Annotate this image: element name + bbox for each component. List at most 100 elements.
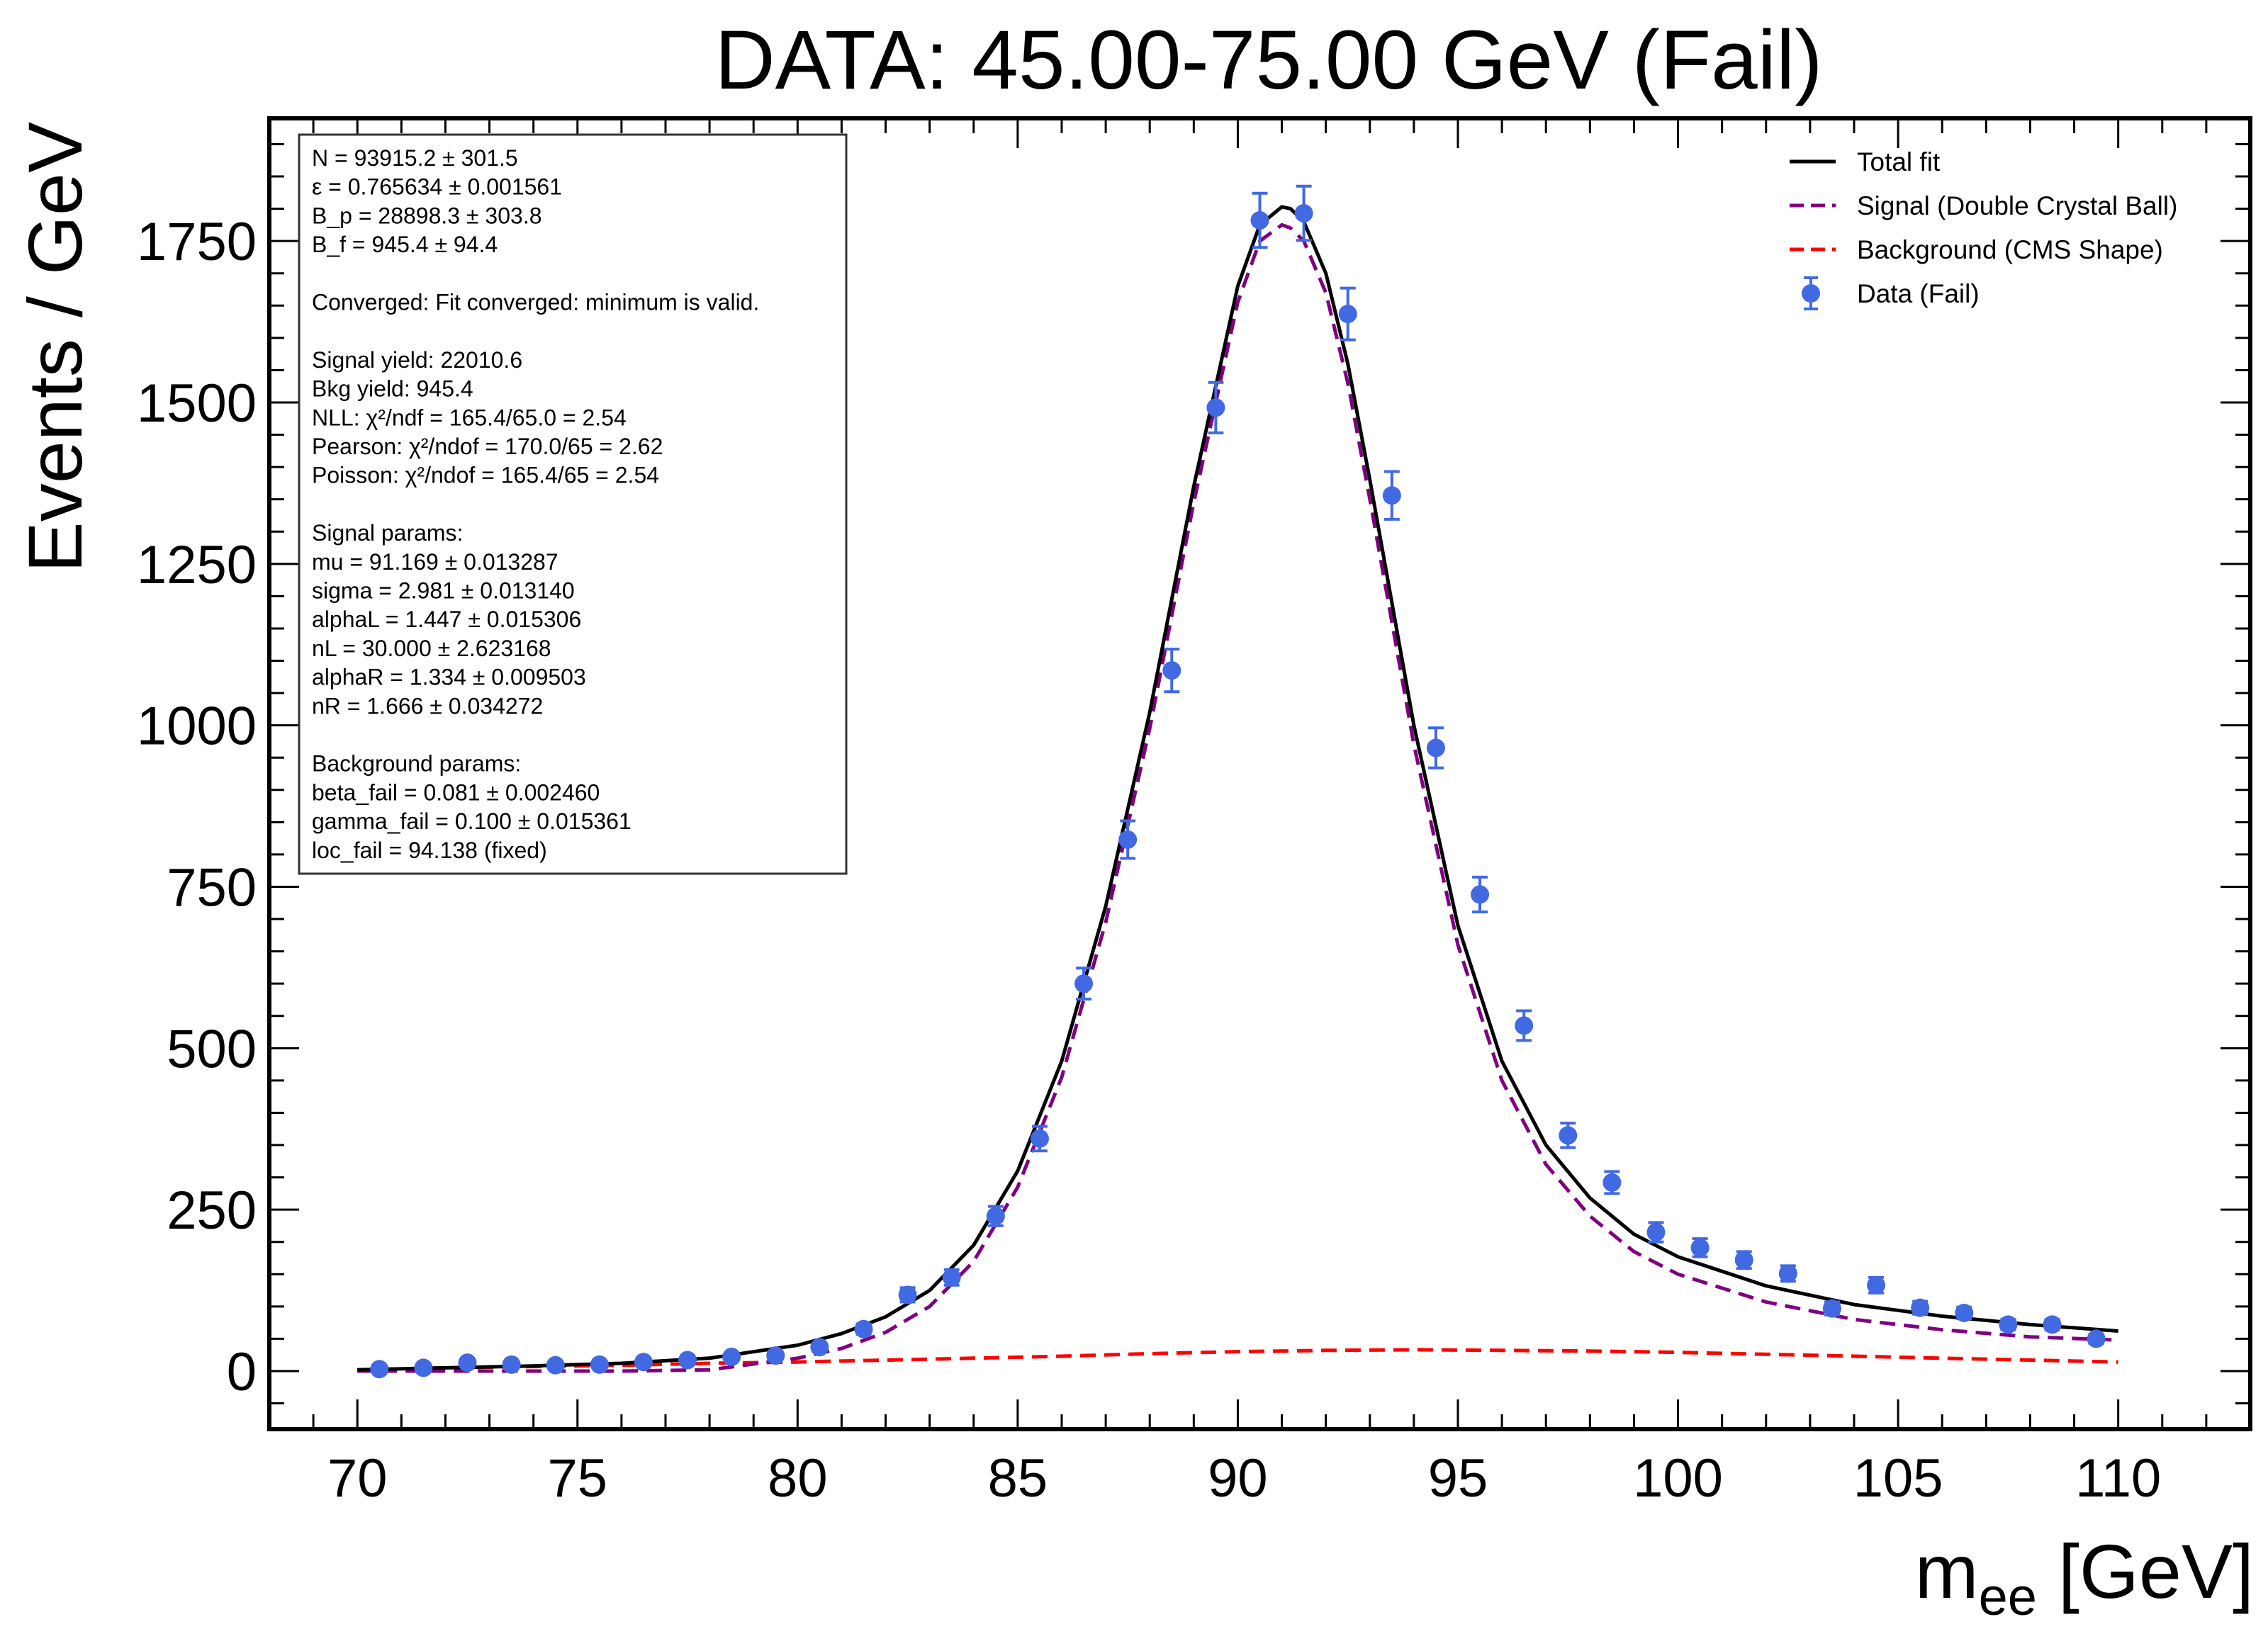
y-tick-label: 1000 xyxy=(137,697,257,757)
data-point xyxy=(1778,1264,1797,1283)
data-point xyxy=(634,1353,653,1372)
data-point xyxy=(1030,1124,1049,1153)
data-marker xyxy=(590,1355,609,1374)
legend-item: Data (Fail) xyxy=(1802,276,1980,310)
chart-title: DATA: 45.00-75.00 GeV (Fail) xyxy=(714,13,1822,107)
stats-line: Background params: xyxy=(312,751,521,777)
data-point xyxy=(1250,191,1269,249)
data-marker xyxy=(1911,1298,1930,1317)
data-marker xyxy=(1955,1303,1974,1322)
x-tick-label: 110 xyxy=(2075,1448,2161,1509)
data-marker xyxy=(1822,1299,1841,1318)
data-marker xyxy=(2087,1329,2106,1348)
data-point xyxy=(854,1319,873,1338)
stats-line: Signal yield: 22010.6 xyxy=(312,347,522,373)
y-tick-label: 250 xyxy=(167,1180,257,1241)
data-point xyxy=(1294,184,1313,242)
data-point xyxy=(1515,1009,1534,1042)
data-marker xyxy=(1074,974,1094,993)
data-marker xyxy=(1162,661,1181,680)
stats-line: NLL: χ²/ndf = 165.4/65.0 = 2.54 xyxy=(312,405,627,430)
data-marker xyxy=(1030,1129,1049,1148)
legend-label: Signal (Double Crystal Ball) xyxy=(1857,191,2177,220)
data-point xyxy=(502,1355,521,1374)
y-tick-label: 1750 xyxy=(137,212,257,272)
data-point xyxy=(1471,875,1490,914)
stats-line: B_p = 28898.3 ± 303.8 xyxy=(312,203,542,228)
data-marker xyxy=(1646,1223,1666,1242)
data-marker xyxy=(1690,1238,1710,1257)
data-marker xyxy=(1602,1173,1622,1192)
data-point xyxy=(1999,1315,2018,1334)
stats-line: mu = 91.169 ± 0.013287 xyxy=(312,549,558,575)
data-marker xyxy=(1999,1315,2018,1334)
x-tick-label: 80 xyxy=(768,1448,828,1509)
stats-line: Bkg yield: 945.4 xyxy=(312,376,473,402)
data-point xyxy=(722,1347,741,1366)
stats-line: Signal params: xyxy=(312,520,463,546)
stats-line: alphaL = 1.447 ± 0.015306 xyxy=(312,607,581,632)
data-marker xyxy=(986,1207,1005,1226)
data-point xyxy=(1162,648,1181,694)
data-marker xyxy=(414,1358,433,1377)
data-point xyxy=(1426,726,1445,770)
data-point xyxy=(2087,1329,2106,1348)
legend-label: Data (Fail) xyxy=(1857,279,1980,308)
y-tick-label: 1500 xyxy=(137,373,257,434)
data-marker xyxy=(678,1351,697,1370)
data-point xyxy=(590,1355,609,1374)
data-marker xyxy=(458,1353,477,1372)
x-axis-title-main: m xyxy=(1915,1528,1979,1614)
legend-item: Signal (Double Crystal Ball) xyxy=(1790,191,2177,220)
data-point xyxy=(1382,470,1401,521)
data-point xyxy=(1955,1303,1974,1322)
stats-line: B_f = 945.4 ± 94.4 xyxy=(312,232,498,257)
legend-item: Background (CMS Shape) xyxy=(1790,235,2163,264)
legend-item: Total fit xyxy=(1790,147,1941,176)
data-marker xyxy=(370,1360,389,1379)
axis-ticks: 70 75 80 85 90 95 100 105 110 0 250 500 750 1000 1250 1… xyxy=(137,118,2250,1509)
data-marker xyxy=(1382,486,1401,505)
y-tick-label: 750 xyxy=(167,857,257,918)
x-axis-title: mee [GeV] xyxy=(1915,1528,2254,1626)
data-marker xyxy=(1338,305,1357,324)
data-marker xyxy=(1294,203,1313,222)
stats-line: Converged: Fit converged: minimum is val… xyxy=(312,290,759,315)
stats-line: sigma = 2.981 ± 0.013140 xyxy=(312,578,575,604)
data-point xyxy=(1734,1250,1753,1270)
data-marker xyxy=(1206,398,1225,417)
data-point xyxy=(370,1360,389,1379)
data-point xyxy=(1118,819,1138,860)
data-marker xyxy=(1118,830,1138,849)
data-point xyxy=(2043,1315,2062,1334)
legend: Total fit Signal (Double Crystal Ball) Bac… xyxy=(1790,147,2177,310)
stats-line: beta_fail = 0.081 ± 0.002460 xyxy=(312,779,600,805)
plot-frame xyxy=(267,116,2252,1431)
data-marker xyxy=(634,1353,653,1372)
x-tick-label: 105 xyxy=(1853,1448,1943,1509)
stats-line: loc_fail = 94.138 (fixed) xyxy=(312,838,547,863)
data-point xyxy=(898,1285,917,1304)
legend-label: Background (CMS Shape) xyxy=(1857,235,2163,264)
y-axis-title: Events / GeV xyxy=(12,122,98,573)
y-tick-label: 500 xyxy=(167,1019,257,1079)
data-marker xyxy=(1426,738,1445,757)
data-point xyxy=(766,1346,785,1365)
stats-box-frame xyxy=(298,133,848,875)
stats-line: N = 93915.2 ± 301.5 xyxy=(312,145,518,171)
x-tick-label: 70 xyxy=(327,1448,388,1509)
data-marker xyxy=(1471,885,1490,904)
y-tick-label: 0 xyxy=(227,1342,257,1402)
data-marker xyxy=(1250,210,1269,230)
data-marker xyxy=(2043,1315,2062,1334)
legend-marker xyxy=(1802,284,1820,303)
data-point xyxy=(458,1353,477,1372)
stats-line: nL = 30.000 ± 2.623168 xyxy=(312,636,551,661)
x-tick-label: 85 xyxy=(988,1448,1048,1509)
x-tick-label: 90 xyxy=(1208,1448,1268,1509)
data-marker xyxy=(1778,1264,1797,1283)
data-marker xyxy=(810,1338,829,1357)
data-point xyxy=(1646,1221,1666,1244)
data-point xyxy=(986,1205,1005,1227)
